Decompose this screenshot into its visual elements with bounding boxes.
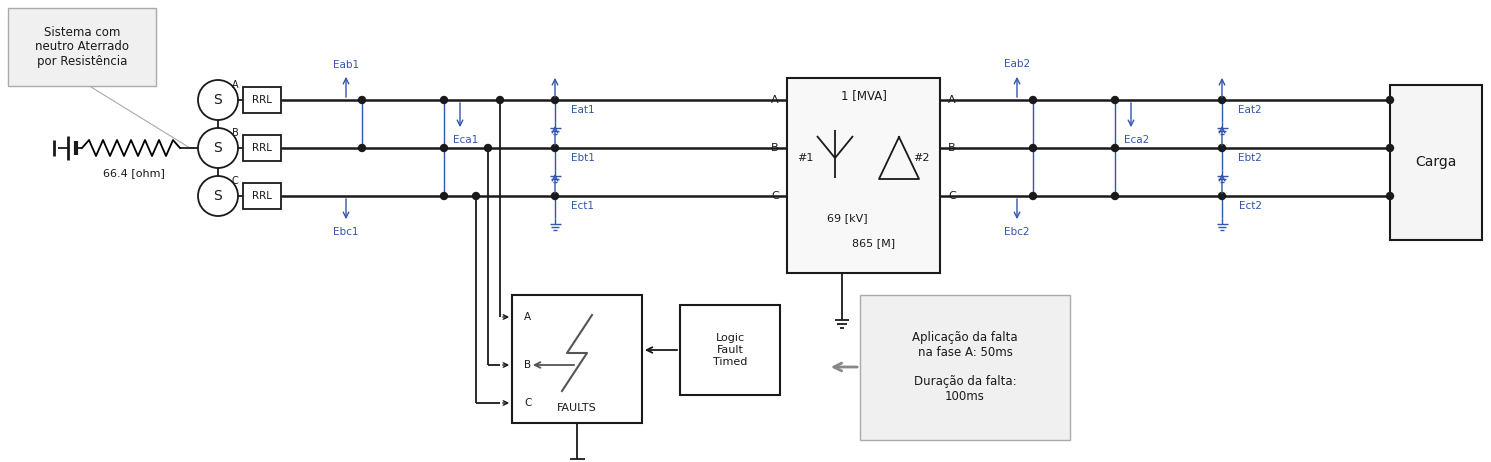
Text: A: A [523,312,531,322]
Circle shape [552,193,559,200]
Text: 66.4 [ohm]: 66.4 [ohm] [103,168,164,178]
Text: Ect1: Ect1 [571,201,595,211]
Bar [7,8,157,86]
Circle shape [1029,145,1036,152]
Bar [243,183,280,209]
Text: Ebt2: Ebt2 [1238,153,1261,163]
Text: S: S [213,93,222,107]
Circle shape [552,97,559,103]
Text: Eab2: Eab2 [1003,59,1030,69]
Circle shape [1111,145,1118,152]
Text: 69 [kV]: 69 [kV] [828,213,868,223]
Circle shape [1111,97,1118,103]
Text: Eca1: Eca1 [453,135,479,145]
Circle shape [1029,193,1036,200]
Circle shape [440,145,447,152]
Circle shape [1218,145,1226,152]
Text: RRL: RRL [252,143,271,153]
Text: Ebc1: Ebc1 [334,227,359,237]
Text: S: S [213,189,222,203]
Circle shape [1387,97,1394,103]
Text: Eat2: Eat2 [1238,105,1261,115]
Circle shape [1218,97,1226,103]
Text: C: C [771,191,778,201]
Text: 1 [MVA]: 1 [MVA] [841,90,887,103]
Text: B: B [231,128,239,138]
Circle shape [473,193,480,200]
Bar [243,87,280,113]
Text: S: S [213,141,222,155]
Text: Eab1: Eab1 [332,60,359,70]
Text: RRL: RRL [252,191,271,201]
Text: 865 [M]: 865 [M] [851,238,895,248]
Text: C: C [523,398,531,408]
Text: Aplicação da falta
na fase A: 50ms

Duração da falta:
100ms: Aplicação da falta na fase A: 50ms Duraç… [912,330,1018,403]
Text: C: C [948,191,956,201]
Circle shape [552,145,559,152]
Circle shape [1218,193,1226,200]
Bar [787,78,939,273]
Circle shape [485,145,492,152]
Text: FAULTS: FAULTS [558,403,596,413]
Text: B: B [948,143,956,153]
Circle shape [440,193,447,200]
Bar [1390,85,1482,240]
Circle shape [497,97,504,103]
Text: RRL: RRL [252,95,271,105]
Text: C: C [231,176,239,186]
Text: Logic
Fault
Timed: Logic Fault Timed [713,334,747,367]
Circle shape [198,176,239,216]
Circle shape [1387,145,1394,152]
Bar [511,295,643,423]
Bar [860,295,1071,440]
Text: Eca2: Eca2 [1124,135,1150,145]
Bar [680,305,780,395]
Text: A: A [771,95,778,105]
Text: #2: #2 [914,153,930,163]
Text: #1: #1 [798,153,814,163]
Circle shape [1029,97,1036,103]
Text: A: A [231,80,239,90]
Circle shape [198,128,239,168]
Text: A: A [948,95,956,105]
Circle shape [358,145,365,152]
Circle shape [358,97,365,103]
Text: B: B [523,360,531,370]
Text: Sistema com
neutro Aterrado
por Resistência: Sistema com neutro Aterrado por Resistên… [34,25,130,68]
Text: Ebc2: Ebc2 [1005,227,1030,237]
Text: Carga: Carga [1415,155,1457,169]
Bar [243,135,280,161]
Text: Ebt1: Ebt1 [571,153,595,163]
Text: B: B [771,143,778,153]
Text: Eat1: Eat1 [571,105,595,115]
Circle shape [198,80,239,120]
Text: Ect2: Ect2 [1239,201,1261,211]
Circle shape [440,97,447,103]
Circle shape [1387,193,1394,200]
Circle shape [1111,193,1118,200]
